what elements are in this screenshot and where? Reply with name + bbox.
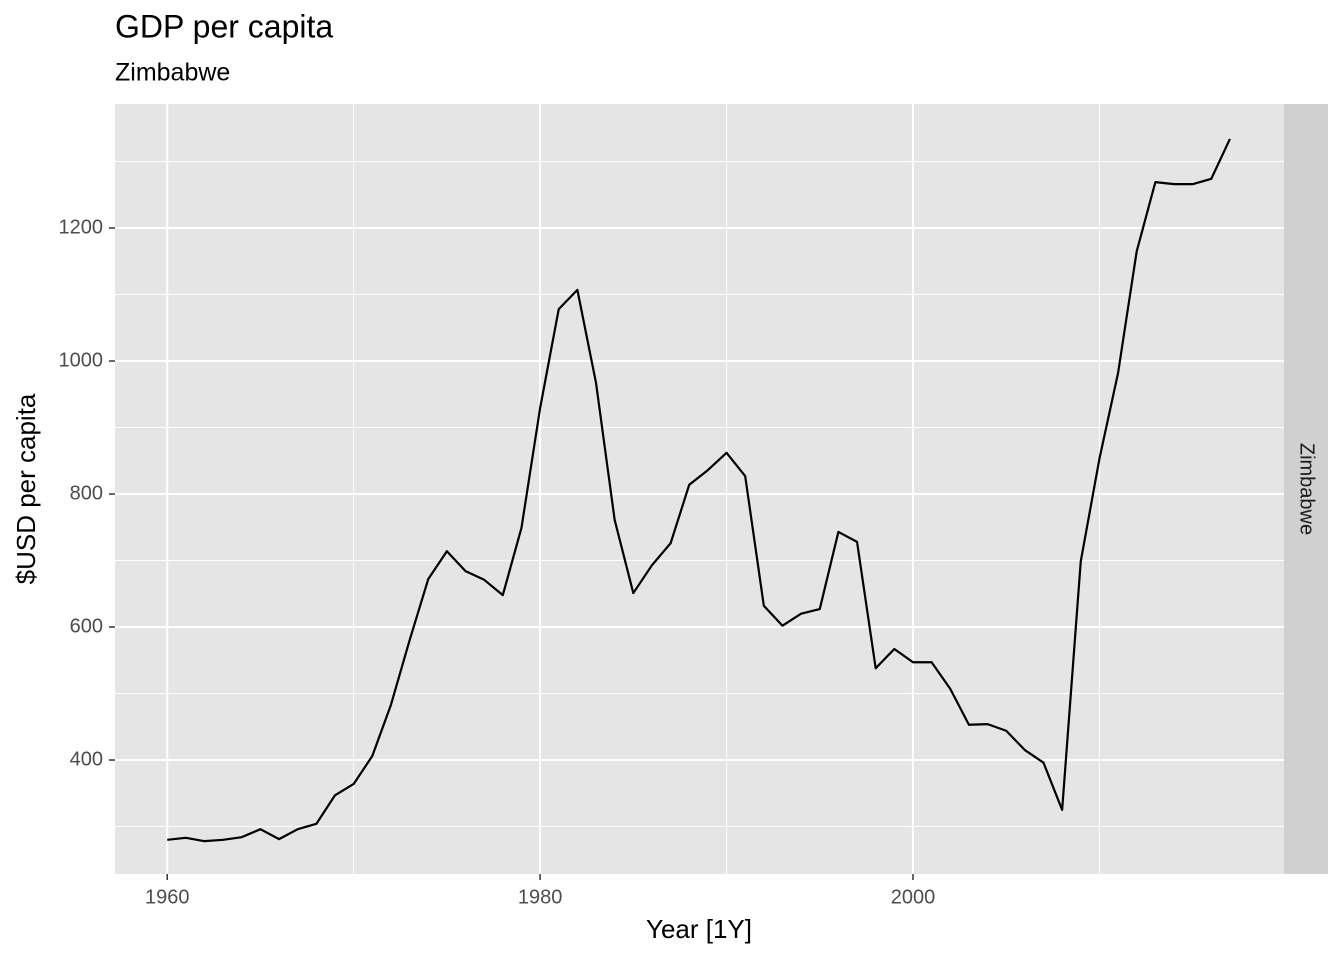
y-tick-label: 800 [70,482,103,504]
x-tick-label: 2000 [891,886,936,908]
y-tick-label: 1200 [59,216,104,238]
facet-label: Zimbabwe [1296,443,1318,535]
y-tick-label: 1000 [59,349,104,371]
panel [115,104,1284,874]
chart-subtitle: Zimbabwe [115,59,230,87]
x-axis-title: Year [1Y] [646,914,752,944]
x-tick-label: 1960 [145,886,190,908]
y-tick-label: 400 [70,748,103,770]
marks [167,138,1231,843]
x-tick-label: 1980 [518,886,563,908]
chart-title: GDP per capita [115,8,333,44]
facet-strip [1284,104,1328,874]
series-line [167,138,1231,843]
y-tick-label: 600 [70,615,103,637]
y-axis-title: $USD per capita [11,393,41,584]
grid: 1960 1980 2000 400 600 800 1000 1200 [59,104,1284,908]
